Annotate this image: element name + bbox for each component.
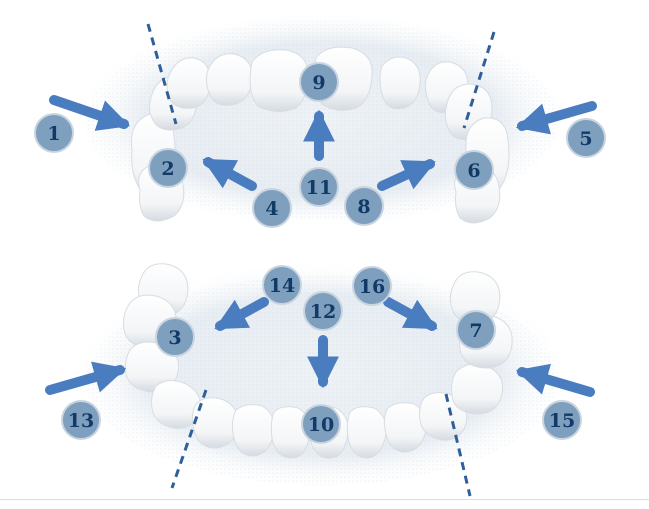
svg-text:8: 8	[357, 196, 370, 218]
svg-text:10: 10	[308, 414, 334, 436]
svg-text:16: 16	[359, 276, 385, 298]
guide-line-upper-right	[462, 31, 496, 129]
arrow-5	[515, 101, 597, 135]
marker-8: 8	[344, 186, 384, 226]
svg-text:9: 9	[312, 72, 325, 94]
marker-5: 5	[566, 118, 606, 158]
marker-15: 15	[542, 400, 582, 440]
svg-text:14: 14	[269, 275, 295, 297]
guide-line-lower-right	[444, 393, 472, 497]
marker-2: 2	[148, 148, 188, 188]
lower-tooth	[449, 271, 501, 325]
lower-tooth	[270, 406, 311, 459]
svg-text:4: 4	[265, 198, 278, 220]
arrow-16	[383, 297, 438, 331]
arrows	[45, 95, 597, 397]
upper-tooth	[379, 56, 421, 110]
lower-tooth	[383, 402, 427, 453]
lower-tooth	[231, 404, 275, 457]
marker-12: 12	[303, 291, 343, 331]
svg-text:5: 5	[579, 128, 592, 150]
guide-line-upper-left	[146, 23, 178, 125]
arrow-13	[45, 361, 127, 395]
marker-14: 14	[262, 265, 302, 305]
lower-tooth	[151, 380, 202, 429]
bottom-divider	[0, 499, 649, 500]
arrow-15	[515, 363, 595, 397]
marker-9: 9	[299, 62, 339, 102]
marker-6: 6	[454, 150, 494, 190]
lower-tooth	[346, 406, 387, 459]
lower-tooth	[191, 397, 239, 449]
svg-text:2: 2	[161, 158, 174, 180]
svg-text:6: 6	[467, 160, 480, 182]
svg-text:13: 13	[68, 410, 94, 432]
marker-10: 10	[301, 404, 341, 444]
marker-4: 4	[252, 188, 292, 228]
guide-line-lower-left	[170, 389, 208, 489]
svg-text:3: 3	[168, 327, 181, 349]
marker-1: 1	[34, 113, 74, 153]
upper-tooth	[205, 53, 253, 106]
svg-text:12: 12	[310, 301, 336, 323]
lower-arch	[123, 263, 513, 459]
lower-tooth	[451, 363, 504, 415]
marker-13: 13	[61, 400, 101, 440]
guide-lines	[146, 23, 496, 497]
svg-text:15: 15	[549, 410, 575, 432]
arrow-14	[214, 297, 269, 331]
svg-text:7: 7	[469, 320, 482, 342]
markers: 1 2 3 4 5 6 7 8	[34, 62, 606, 444]
arrow-4	[202, 157, 257, 191]
arrow-1	[49, 95, 131, 131]
marker-11: 11	[299, 167, 339, 207]
marker-16: 16	[352, 266, 392, 306]
marker-7: 7	[456, 310, 496, 350]
svg-text:11: 11	[306, 177, 332, 199]
svg-text:1: 1	[47, 123, 60, 145]
arrow-8	[377, 159, 436, 191]
marker-3: 3	[155, 317, 195, 357]
